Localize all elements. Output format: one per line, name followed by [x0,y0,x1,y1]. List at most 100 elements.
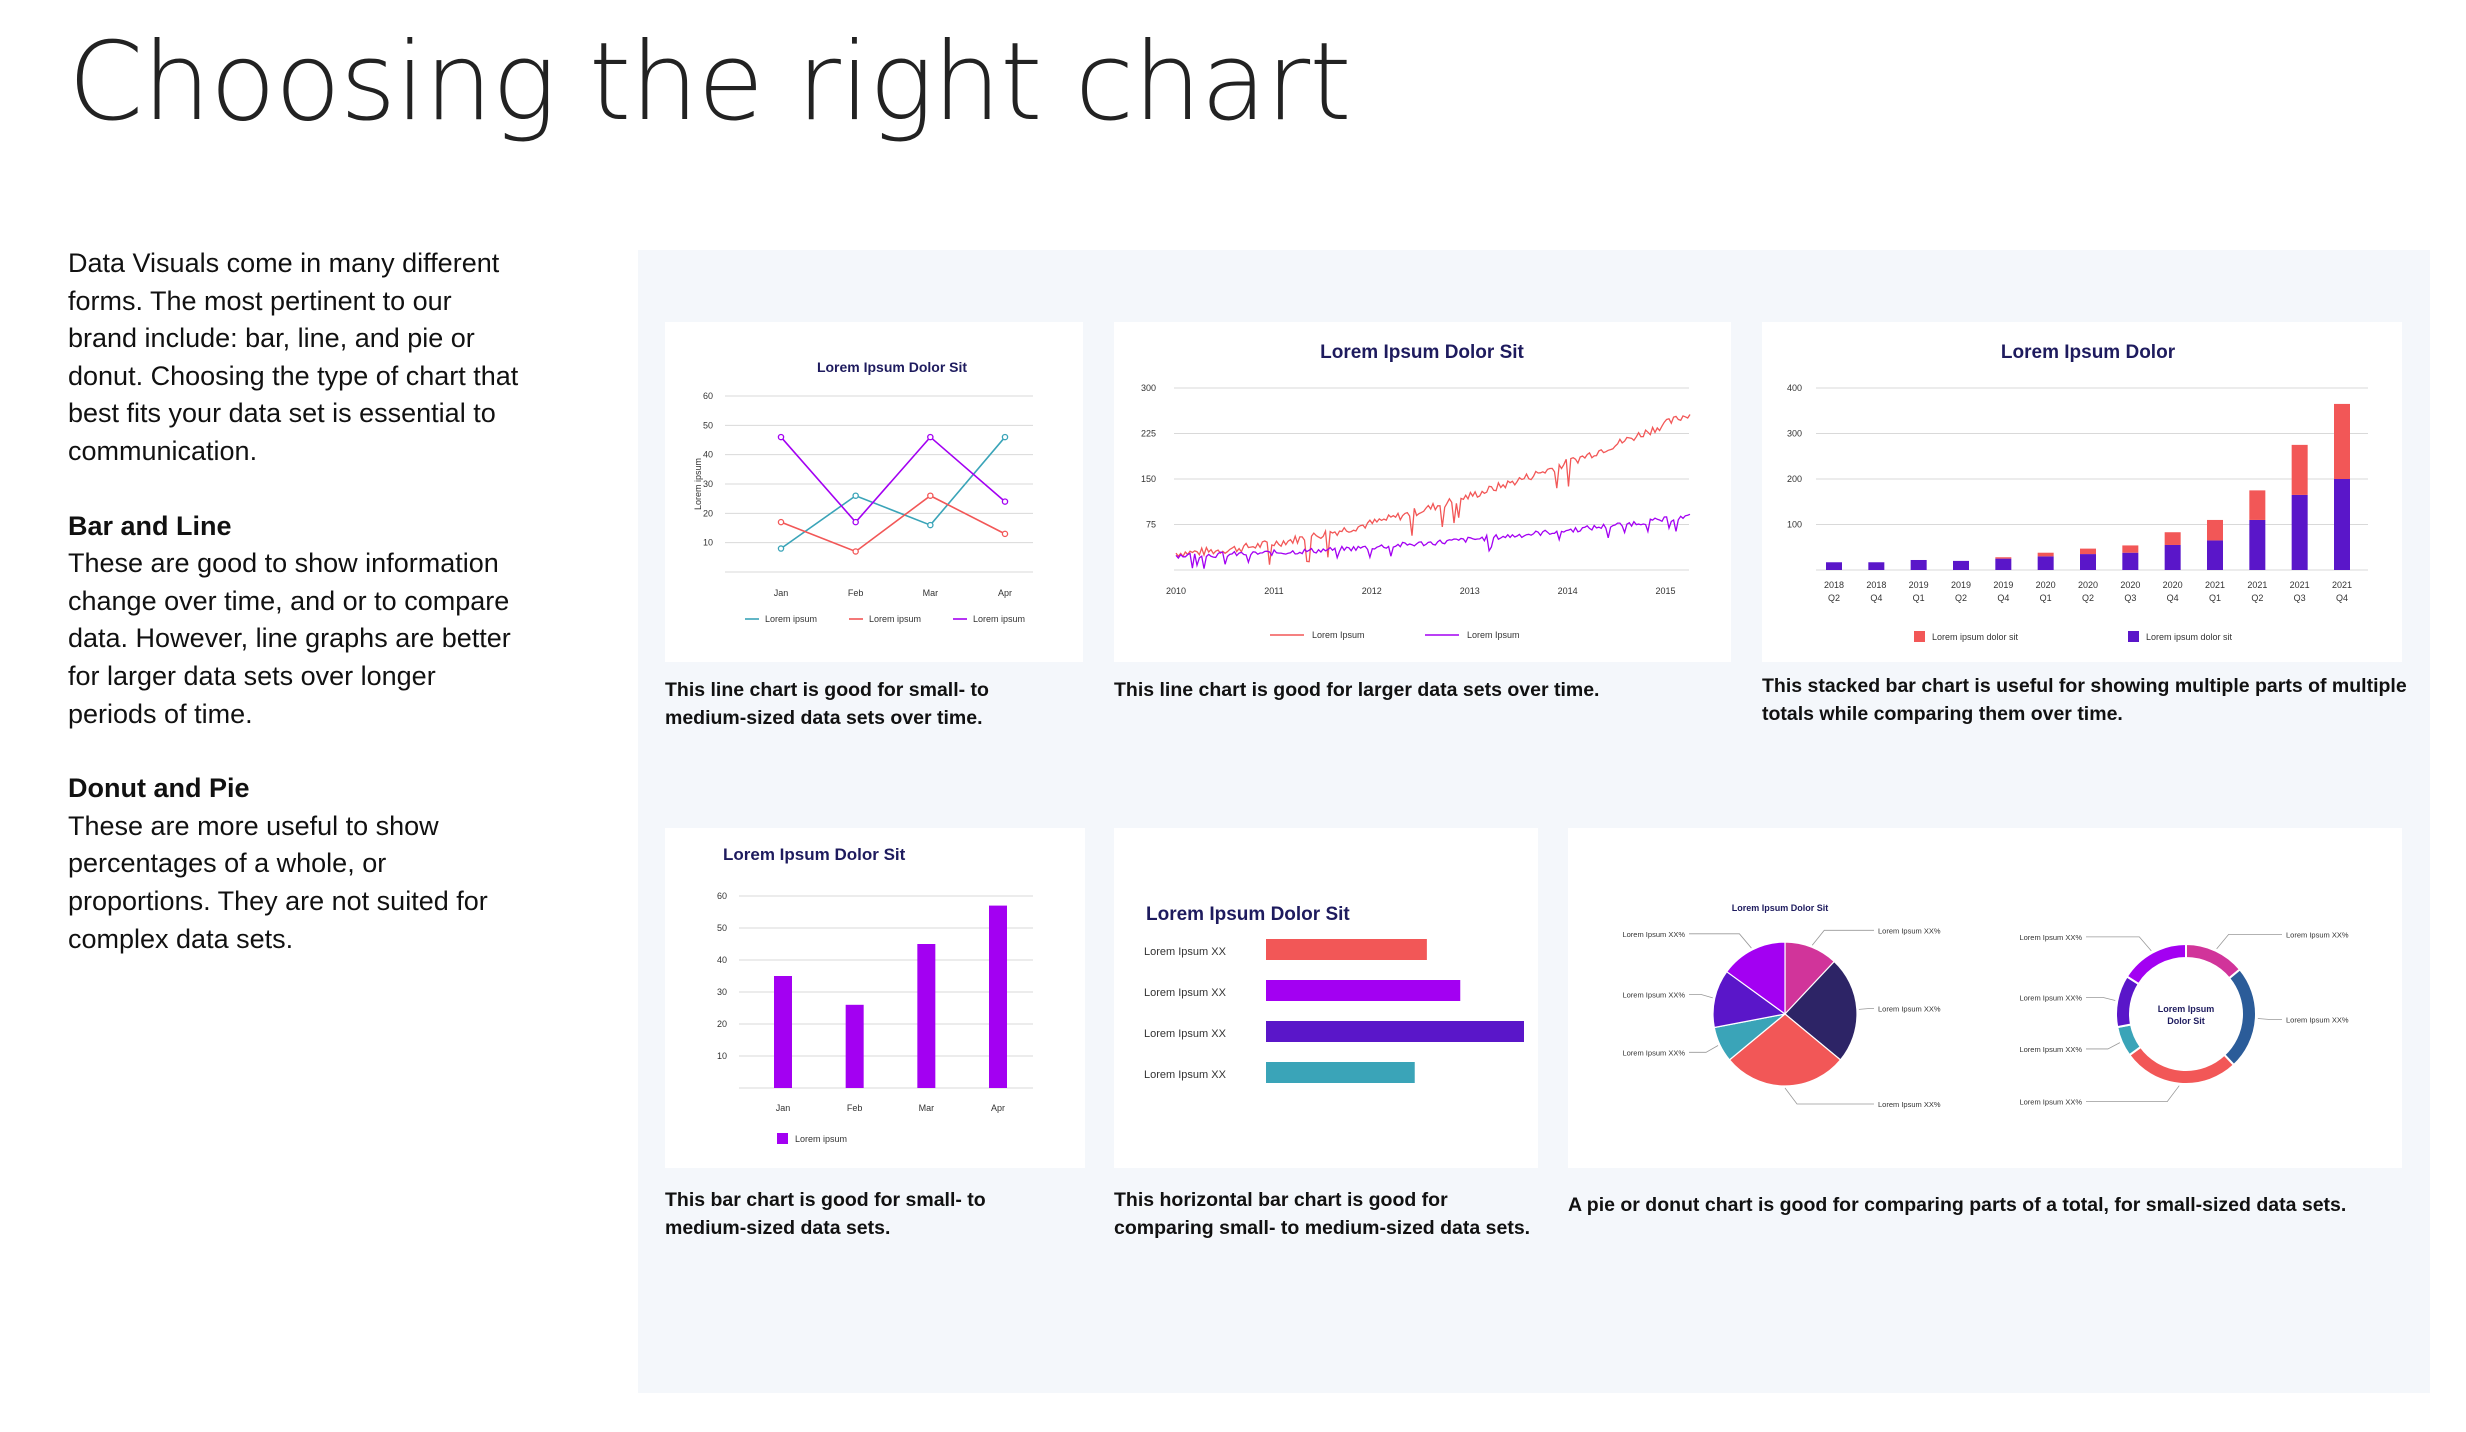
donut-pie-paragraph: These are more useful to show percentage… [68,810,488,954]
x-tick-label: 2018 [1824,580,1844,590]
large-line-chart: Lorem Ipsum Dolor Sit 75 150 225 300 2010 2011… [1141,342,1691,640]
x-tick-label: Apr [998,588,1012,598]
data-point [1001,433,1009,441]
x-tick-label: Q2 [2251,593,2263,603]
bar-segment [2080,554,2096,570]
bar-segment [2291,444,2308,495]
large-line-chart-caption: This line chart is good for larger data … [1114,679,1600,701]
x-tick-label: Q4 [1997,593,2009,603]
pie-slice [2185,942,2242,980]
bar-chart: Lorem Ipsum Dolor Sit 10 20 30 40 50 60 Jan Feb M… [717,845,1033,1144]
x-tick-label: 2013 [1460,586,1480,596]
data-point [852,492,859,499]
x-tick-label: 2021 [2205,580,2225,590]
label-leader-line [1858,1007,1874,1010]
stacked-bar-chart-card: Lorem Ipsum Dolor 100 200 300 400 2018 Q2 2018 Q… [1762,322,2402,662]
pie-slice [2116,1023,2143,1057]
bar-segment [2164,532,2181,545]
y-tick-label: 10 [703,538,713,548]
legend-label: Lorem ipsum [795,1134,847,1144]
x-tick-label: Q3 [2294,593,2306,603]
y-tick-label: 100 [1787,520,1802,530]
y-tick-label: 300 [1141,383,1156,393]
x-tick-label: Q2 [1955,593,1967,603]
pie-donut-charts: Lorem Ipsum Dolor Sit Lorem Ipsum XX% Lore… [1622,903,2349,1109]
slice-label: Lorem Ipsum XX% [1622,1048,1685,1057]
x-tick-label: 2019 [1951,580,1971,590]
pie-slice [2115,975,2141,1029]
bar-category-label: Lorem Ipsum XX [1144,1028,1227,1040]
slice-label: Lorem Ipsum XX% [1878,1100,1941,1109]
legend-label: Lorem ipsum dolor sit [2146,632,2233,642]
x-tick-label: 2020 [2078,580,2098,590]
bar-segment [1910,559,1927,570]
label-leader-line [2086,1042,2121,1050]
chart-title: Lorem Ipsum Dolor Sit [1146,904,1350,925]
x-tick-label: 2020 [2036,580,2056,590]
y-tick-label: 60 [703,391,713,401]
x-tick-label: Jan [774,588,789,598]
x-tick-label: 2015 [1656,586,1676,596]
y-tick-label: 40 [703,450,713,460]
pie-slice [1725,941,1786,1016]
pie-slice [1728,1013,1842,1087]
x-tick-label: 2014 [1558,586,1578,596]
bar [1266,980,1461,1001]
label-leader-line [1689,993,1713,999]
pie-slice [1784,960,1858,1061]
pie-slice [2222,967,2257,1067]
label-leader-line [2086,936,2152,952]
bar [774,976,792,1088]
donut-pie-heading: Donut and Pie [68,773,250,804]
intro-paragraph: Data Visuals come in many different form… [68,248,519,466]
data-point [777,433,785,441]
bar-segment [1953,560,1969,570]
bar-segment [2122,545,2139,553]
data-point [1001,530,1009,538]
y-tick-label: 30 [717,987,727,997]
slice-label: Lorem Ipsum XX% [1622,990,1685,999]
legend-label: Lorem Ipsum [1467,630,1520,640]
x-tick-label: 2011 [1264,586,1283,596]
series-line [780,435,1006,524]
x-tick-label: 2019 [1993,580,2013,590]
x-tick-label: 2019 [1909,580,1929,590]
label-leader-line [1811,929,1874,946]
y-tick-label: 30 [703,479,713,489]
legend-label: Lorem ipsum [765,614,817,624]
pie-slice [2127,1045,2236,1085]
page-title: Choosing the right chart [68,20,1352,145]
data-point [1001,498,1009,505]
label-leader-line [2086,1085,2180,1103]
pie-donut-chart-card: Lorem Ipsum Dolor Sit Lorem Ipsum XX% Lore… [1568,828,2402,1168]
x-tick-label: 2021 [2332,580,2352,590]
data-point [777,518,785,526]
chart-examples-panel: Lorem Ipsum Dolor Sit 10 20 30 40 50 60 Lorem i… [638,250,2430,1393]
bar-segment [2334,403,2350,479]
donut-center-label: Dolor Sit [2167,1016,2205,1026]
x-tick-label: Apr [991,1103,1005,1113]
large-line-chart-card: Lorem Ipsum Dolor Sit 75 150 225 300 2010 2011… [1114,322,1731,662]
chart-title: Lorem Ipsum Dolor Sit [723,845,906,864]
bar-chart-card: Lorem Ipsum Dolor Sit 10 20 30 40 50 60 Jan Feb M… [665,828,1085,1168]
slice-label: Lorem Ipsum XX% [2286,1016,2349,1025]
label-leader-line [2086,997,2116,1001]
small-line-chart-card: Lorem Ipsum Dolor Sit 10 20 30 40 50 60 Lorem i… [665,322,1083,662]
y-axis-label: Lorem ipsum [693,458,703,510]
bar-segment [2037,556,2054,570]
y-tick-label: 225 [1141,429,1156,439]
chart-title: Lorem Ipsum Dolor Sit [817,359,967,375]
x-tick-label: Jan [776,1103,791,1113]
series-line [780,436,1006,550]
series-line [1175,513,1691,569]
y-tick-label: 150 [1141,474,1156,484]
y-tick-label: 20 [703,508,713,518]
slice-label: Lorem Ipsum XX% [2019,994,2082,1003]
bar [1266,1021,1524,1042]
y-tick-label: 50 [717,923,727,933]
legend-label: Lorem ipsum [869,614,921,624]
pie-slice [1712,970,1787,1029]
bar-segment [1995,558,2012,570]
x-tick-label: 2010 [1166,586,1186,596]
legend-swatch [777,1133,788,1144]
